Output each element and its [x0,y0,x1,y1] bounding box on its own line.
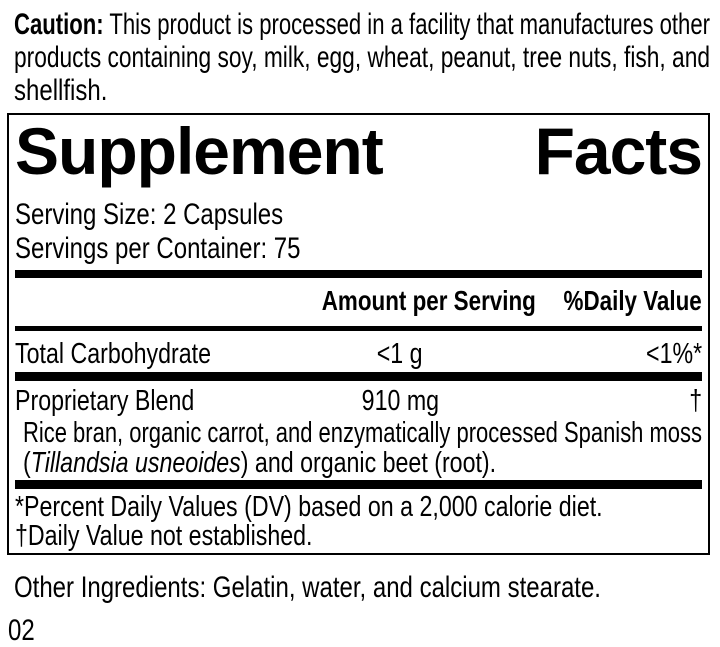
caution-label: Caution: [14,8,104,41]
table-row: Proprietary Blend 910 mg † [15,386,702,416]
thick-divider [15,372,702,381]
caution-line-3: shellfish. [14,74,108,107]
footnote-daily-value: *Percent Daily Values (DV) based on a 2,… [15,491,603,523]
blend-description-line-2: (Tillandsia usneoides) and organic beet … [23,447,497,479]
footnotes: *Percent Daily Values (DV) based on a 2,… [15,493,702,553]
title-word-facts: Facts [534,114,703,188]
panel-title: Supplement Facts [15,114,703,188]
column-header-amount: Amount per Serving [321,285,536,316]
caution-text: This product is processed in a facility … [109,8,710,41]
serving-size: Serving Size: 2 Capsules [15,198,284,231]
column-header-daily-value: %Daily Value [563,285,702,316]
nutrient-amount: <1 g [377,338,423,370]
caution-line-1: Caution: This product is processed in a … [14,8,710,41]
caution-line-2: products containing soy, milk, egg, whea… [14,41,710,74]
nutrient-daily-value: † [689,385,702,417]
thick-divider [15,480,702,489]
title-word-supplement: Supplement [15,114,384,188]
serving-info: Serving Size: 2 Capsules Servings per Co… [15,198,702,266]
nutrient-daily-value: <1%* [645,338,702,370]
blend-description-line-1: Rice bran, organic carrot, and enzymatic… [23,417,702,449]
thick-divider [15,270,702,278]
nutrient-amount: 910 mg [361,385,439,417]
nutrient-name: Total Carbohydrate [15,338,212,370]
servings-per-container: Servings per Container: 75 [15,232,301,265]
table-row: Total Carbohydrate <1 g <1%* [15,339,702,369]
table-header-row: Amount per Serving %Daily Value [15,286,702,316]
nutrient-name: Proprietary Blend [15,385,195,417]
caution-note: Caution: This product is processed in a … [14,8,710,107]
medium-divider [15,326,702,331]
footnote-not-established: †Daily Value not established. [15,520,313,552]
species-name: Tillandsia usneoides [30,447,241,479]
header-spacer [15,286,295,316]
blend-description: Rice bran, organic carrot, and enzymatic… [23,418,702,478]
other-ingredients: Other Ingredients: Gelatin, water, and c… [14,571,601,604]
supplement-facts-panel: Supplement Facts Serving Size: 2 Capsule… [7,113,710,555]
page-code: 02 [8,614,35,647]
